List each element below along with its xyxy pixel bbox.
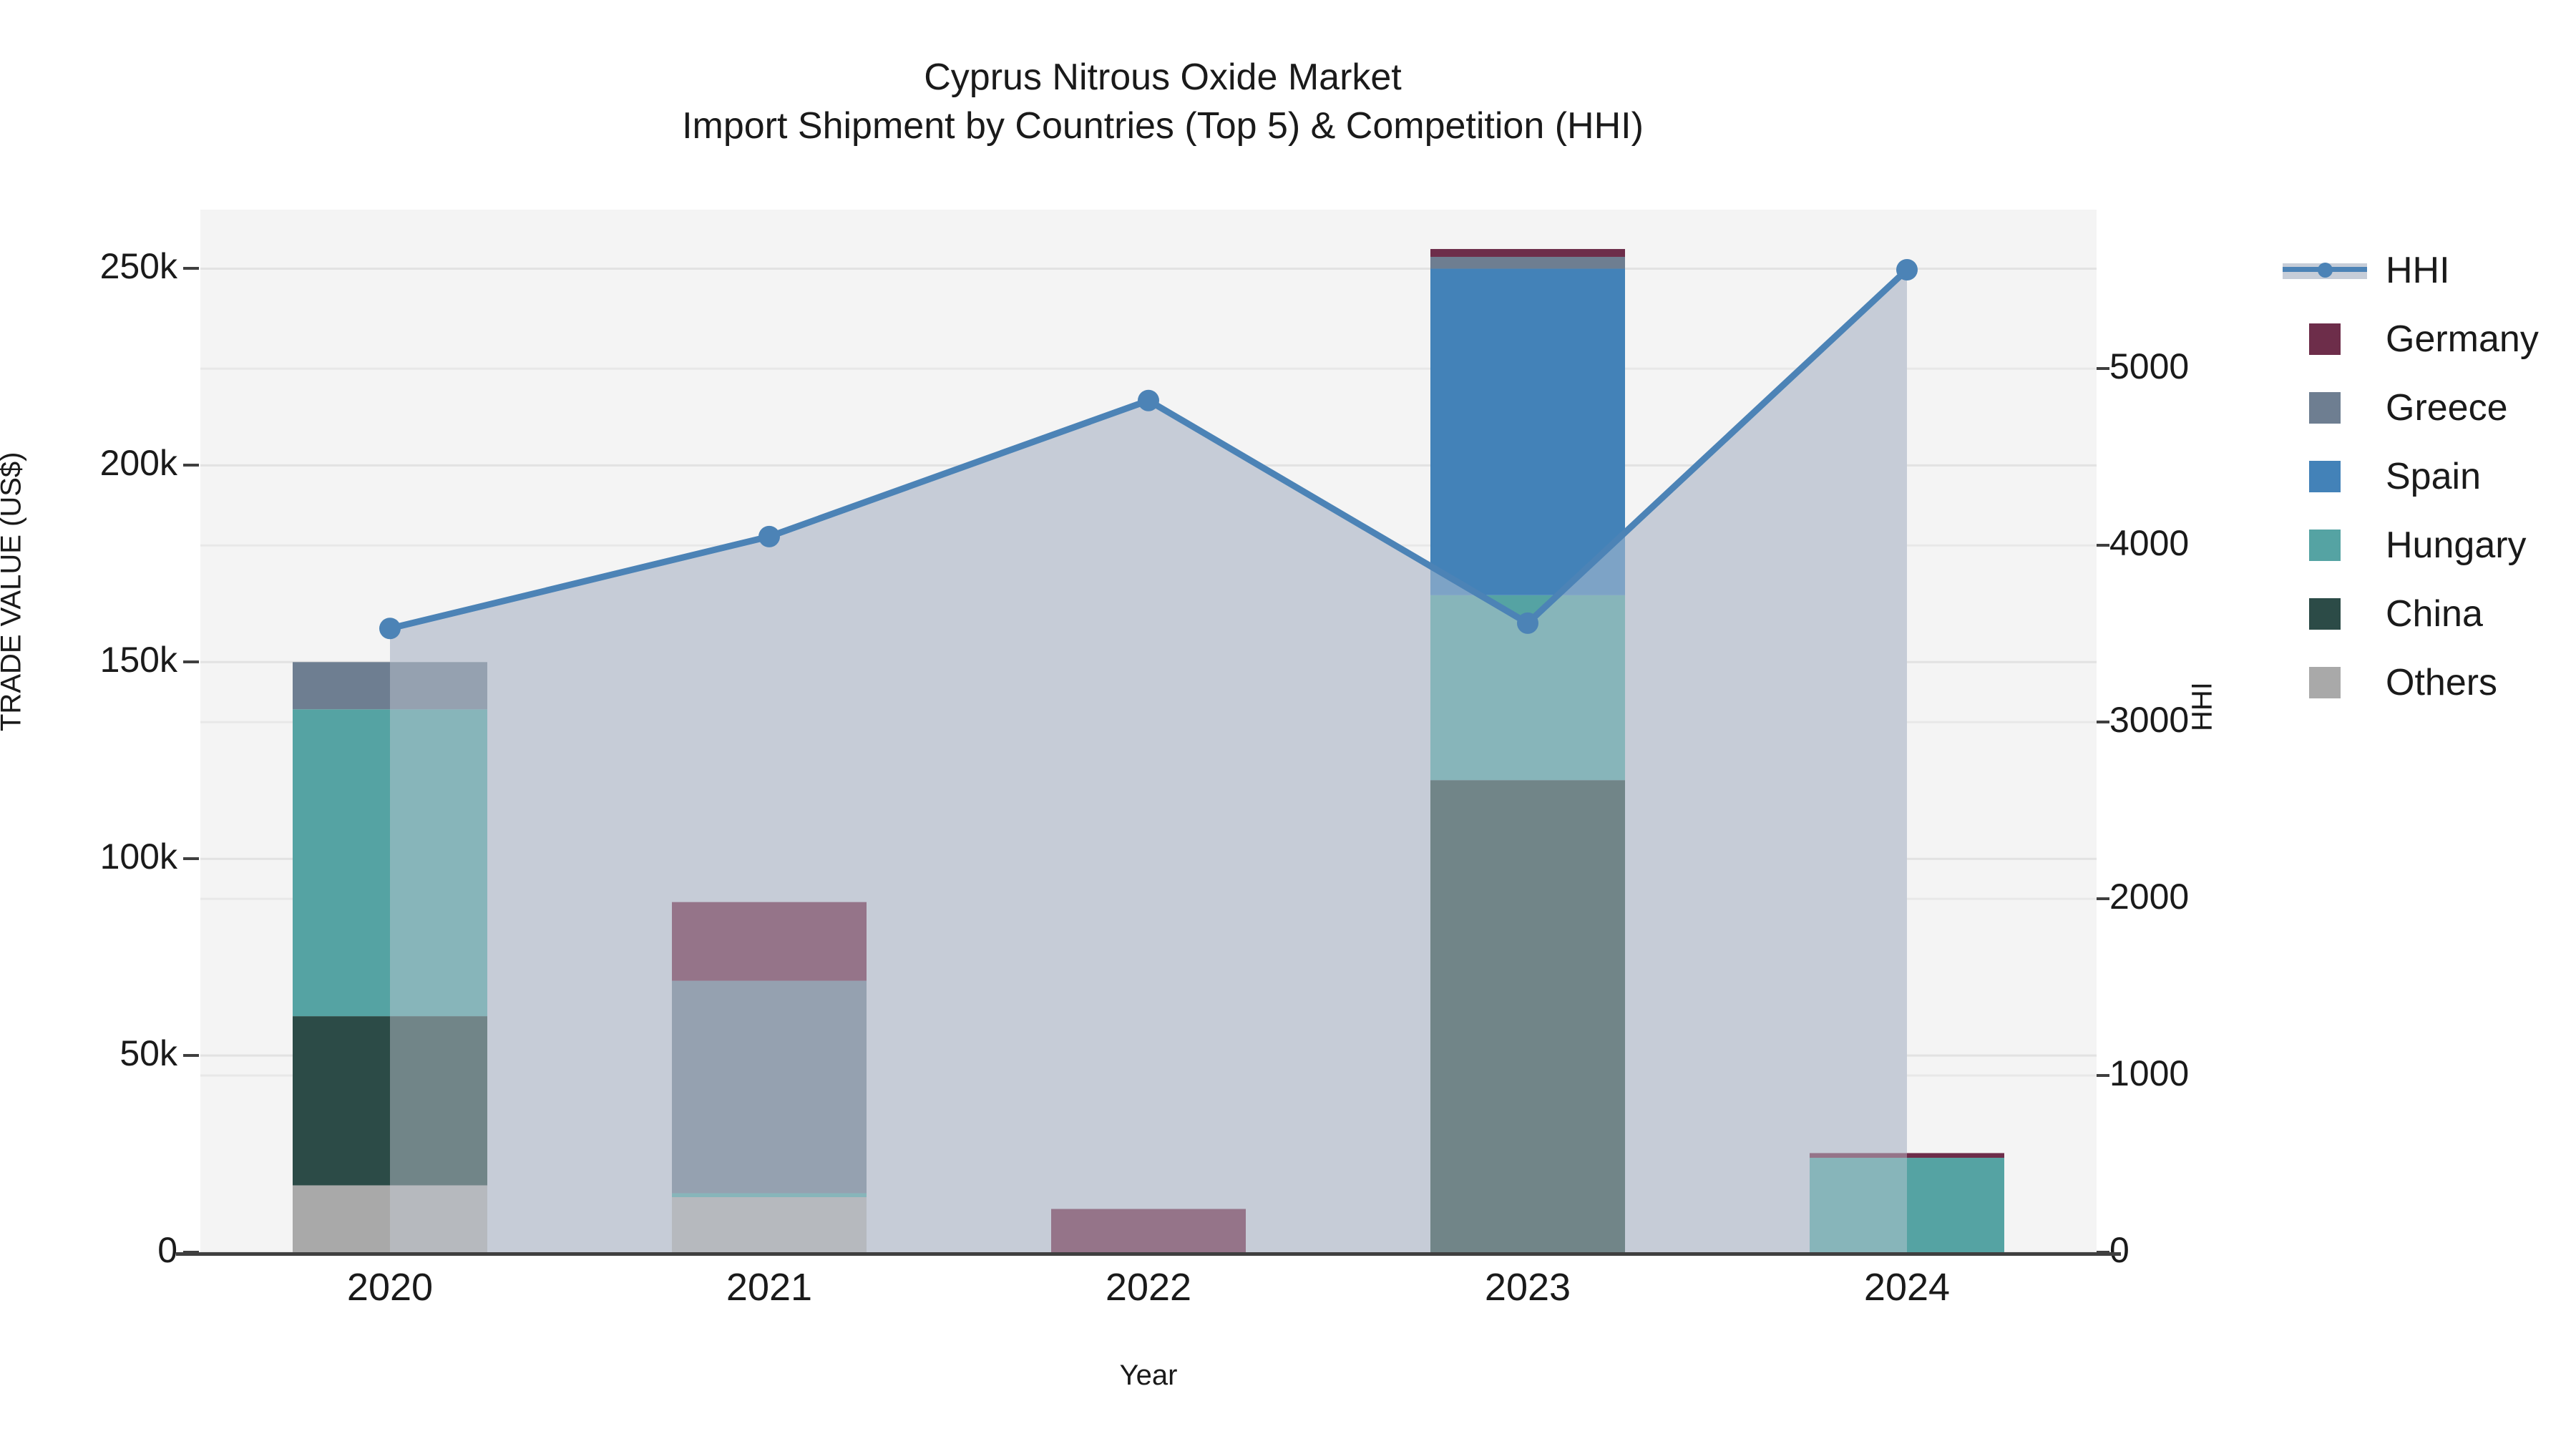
- x-tick-label: 2023: [1484, 1266, 1571, 1309]
- legend-color-swatch-icon: [2309, 598, 2341, 630]
- hhi-marker: [758, 525, 780, 547]
- legend-swatch-icon: [2283, 530, 2367, 561]
- legend-swatch-icon: [2283, 667, 2367, 698]
- x-tick-label: 2021: [726, 1266, 813, 1309]
- y-tick-mark-left: [183, 1054, 199, 1058]
- bar-segment-others: [293, 1185, 487, 1252]
- legend-line-key-icon: [2283, 255, 2367, 286]
- legend-item-hungary[interactable]: Hungary: [2283, 511, 2539, 580]
- y-tick-mark-right: [2094, 367, 2109, 371]
- y-tick-label-left: 250k: [99, 246, 177, 287]
- legend-color-swatch-icon: [2309, 461, 2341, 492]
- x-axis-spine: [176, 1252, 2121, 1256]
- bar-segment-germany: [1430, 248, 1625, 257]
- legend-item-others[interactable]: Others: [2283, 648, 2539, 717]
- y-tick-mark-right: [2094, 1074, 2109, 1078]
- x-tick-label: 2020: [346, 1266, 434, 1309]
- hhi-marker: [1896, 258, 1918, 280]
- y-tick-label-left: 200k: [99, 443, 177, 484]
- bar-segment-greece: [672, 980, 867, 1194]
- bar-segment-germany: [1051, 1209, 1246, 1252]
- hhi-marker: [379, 618, 401, 640]
- legend-item-label: Spain: [2386, 456, 2481, 497]
- bar-segment-others: [672, 1197, 867, 1252]
- y-axis-right-title: HHI: [2186, 681, 2218, 731]
- legend-color-swatch-icon: [2309, 530, 2341, 561]
- y-tick-mark-left: [183, 464, 199, 467]
- legend-swatch-icon: [2283, 323, 2367, 355]
- bar-segment-hungary: [1810, 1158, 2004, 1252]
- y-tick-mark-right: [2094, 721, 2109, 724]
- legend-item-label: Others: [2386, 662, 2498, 703]
- legend-item-label: Germany: [2386, 318, 2539, 360]
- legend-swatch-icon: [2283, 392, 2367, 424]
- y-axis-left-title: TRADE VALUE (US$): [0, 452, 27, 731]
- legend-item-spain[interactable]: Spain: [2283, 442, 2539, 511]
- bar-stack: [1051, 1209, 1246, 1252]
- x-tick-label: 2024: [1863, 1266, 1951, 1309]
- y-tick-label-left: 0: [157, 1230, 177, 1270]
- legend-color-swatch-icon: [2309, 392, 2341, 424]
- bar-stack: [1810, 1153, 2004, 1252]
- x-tick-label: 2022: [1105, 1266, 1192, 1309]
- bar-series: [293, 248, 2004, 1252]
- x-axis-title: Year: [1119, 1360, 1178, 1391]
- legend-item-greece[interactable]: Greece: [2283, 374, 2539, 442]
- y-tick-mark-left: [183, 660, 199, 664]
- legend-item-label: Greece: [2386, 387, 2508, 429]
- chart-legend: HHI Germany Greece Spain Hungary China Others: [2283, 236, 2539, 717]
- bar-segment-greece: [1430, 256, 1625, 269]
- bar-segment-china: [1430, 780, 1625, 1252]
- y-tick-label-left: 50k: [119, 1033, 177, 1074]
- y-tick-label-right: 1000: [2109, 1053, 2190, 1094]
- bar-segment-china: [293, 1016, 487, 1186]
- legend-item-hhi[interactable]: HHI: [2283, 236, 2539, 305]
- bar-segment-hungary: [672, 1193, 867, 1198]
- plot-svg: [200, 248, 2097, 1252]
- hhi-area-polygon-overlay: [390, 269, 1907, 1252]
- legend-swatch-icon: [2283, 598, 2367, 630]
- y-tick-label-left: 100k: [99, 836, 177, 877]
- y-tick-label-right: 2000: [2109, 877, 2190, 917]
- chart-title-main: Cyprus Nitrous Oxide Market: [924, 57, 1402, 98]
- legend-item-china[interactable]: China: [2283, 580, 2539, 648]
- bar-segment-germany: [1810, 1153, 2004, 1158]
- hhi-marker: [1138, 389, 1159, 411]
- legend-swatch-icon: [2283, 461, 2367, 492]
- y-tick-label-right: 0: [2109, 1230, 2129, 1270]
- chart-title-sub: Import Shipment by Countries (Top 5) & C…: [682, 104, 1644, 147]
- legend-line-marker-icon: [2318, 263, 2333, 278]
- y-tick-mark-left: [183, 267, 199, 270]
- legend-color-swatch-icon: [2309, 323, 2341, 355]
- y-tick-label-left: 150k: [99, 640, 177, 680]
- bar-segment-spain: [1430, 268, 1625, 595]
- chart-title: Cyprus Nitrous Oxide Market Import Shipm…: [0, 54, 2326, 150]
- bar-stack: [672, 902, 867, 1252]
- hhi-area-fill-overlay: [390, 269, 1907, 1252]
- legend-color-swatch-icon: [2309, 667, 2341, 698]
- y-tick-mark-left: [183, 857, 199, 861]
- y-tick-label-right: 3000: [2109, 700, 2190, 741]
- legend-item-label: Hungary: [2386, 525, 2527, 566]
- y-tick-mark-right: [2094, 897, 2109, 901]
- y-tick-mark-right: [2094, 544, 2109, 547]
- y-tick-label-right: 4000: [2109, 523, 2190, 564]
- bar-segment-hungary: [293, 709, 487, 1017]
- legend-item-label: HHI: [2386, 250, 2450, 291]
- y-axis-right-title-wrap: HHI: [2187, 210, 2235, 1252]
- y-tick-label-right: 5000: [2109, 346, 2190, 387]
- hhi-markers: [379, 258, 1918, 640]
- y-axis-left-title-wrap: TRADE VALUE (US$): [0, 210, 46, 1252]
- hhi-marker: [1517, 612, 1538, 634]
- bar-segment-germany: [672, 902, 867, 981]
- legend-item-label: China: [2386, 593, 2483, 635]
- legend-item-germany[interactable]: Germany: [2283, 305, 2539, 374]
- bar-stack: [293, 662, 487, 1252]
- bar-segment-greece: [293, 662, 487, 710]
- plot-area: [200, 210, 2097, 1252]
